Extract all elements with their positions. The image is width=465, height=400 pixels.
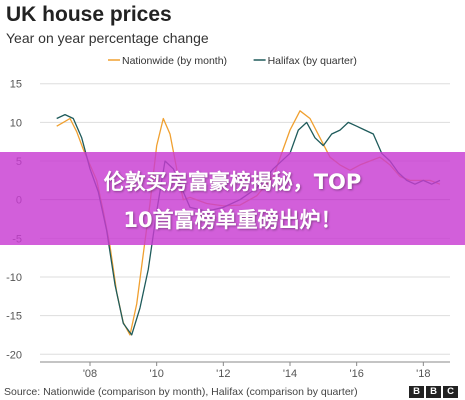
x-tick-label: '10 <box>149 368 163 380</box>
bbc-logo-letter: C <box>443 386 458 398</box>
bbc-logo-letter: B <box>409 386 424 398</box>
y-tick-labels: 151050-5-10-15-20 <box>6 79 22 362</box>
source-note: Source: Nationwide (comparison by month)… <box>4 386 358 398</box>
x-tick-label: '14 <box>283 368 297 380</box>
legend: Nationwide (by month) Halifax (by quarter… <box>108 55 357 67</box>
y-tick-label: 15 <box>10 79 22 91</box>
chart-subtitle: Year on year percentage change <box>6 30 209 46</box>
bbc-logo-letter: B <box>426 386 441 398</box>
y-tick-label: -10 <box>6 272 22 284</box>
x-tick-label: '08 <box>83 368 97 380</box>
banner-headline-line-1: 伦敦买房富豪榜揭秘，TOP <box>103 170 362 194</box>
y-tick-label: 10 <box>10 117 22 129</box>
x-tick-label: '18 <box>416 368 430 380</box>
chart-title: UK house prices <box>6 3 172 26</box>
promo-banner[interactable]: 伦敦买房富豪榜揭秘，TOP 10首富榜单重磅出炉！ <box>0 152 465 245</box>
x-tick-labels: '08 '10 '12 '14 '16 '18 <box>83 368 431 380</box>
y-tick-label: -20 <box>6 349 22 361</box>
legend-label: Halifax (by quarter) <box>268 55 357 67</box>
x-tick-label: '16 <box>349 368 363 380</box>
y-tick-label: -15 <box>6 311 22 323</box>
x-tick-label: '12 <box>216 368 230 380</box>
bbc-logo: B B C <box>409 386 458 398</box>
banner-headline-line-2: 10首富榜单重磅出炉！ <box>123 208 342 232</box>
legend-label: Nationwide (by month) <box>122 55 227 67</box>
